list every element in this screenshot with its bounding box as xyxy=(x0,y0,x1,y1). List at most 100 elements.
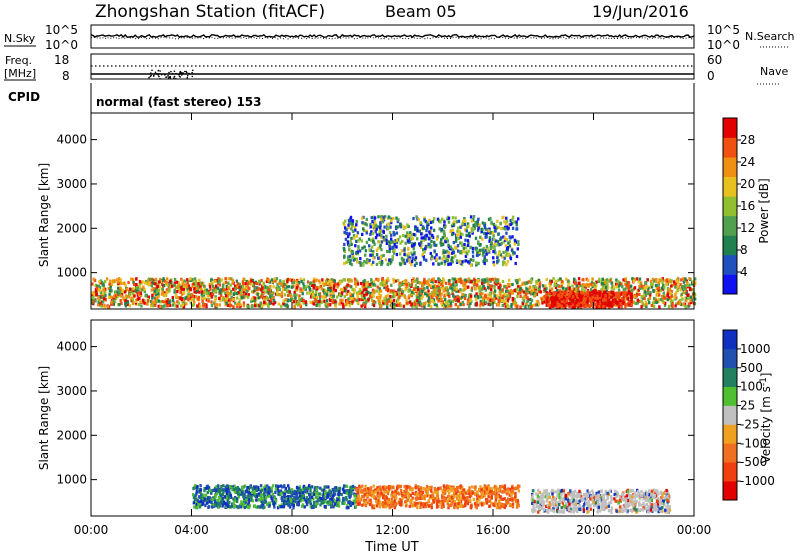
echo-cell xyxy=(214,288,218,292)
echo-cell xyxy=(629,296,632,300)
echo-cell xyxy=(419,289,422,293)
echo-cell xyxy=(572,292,575,296)
echo-cell xyxy=(345,506,348,510)
echo-cell xyxy=(394,239,397,243)
echo-cell xyxy=(477,217,480,221)
echo-cell xyxy=(214,503,217,507)
echo-cell xyxy=(207,291,210,295)
echo-cell xyxy=(126,301,129,305)
echo-cell xyxy=(468,259,471,264)
echo-cell xyxy=(101,295,104,300)
echo-cell xyxy=(193,505,196,509)
echo-cell xyxy=(229,292,233,296)
echo-cell xyxy=(165,290,168,294)
echo-cell xyxy=(493,294,496,298)
echo-cell xyxy=(250,299,253,303)
echo-cell xyxy=(309,485,312,490)
echo-cell xyxy=(430,254,434,258)
echo-cell xyxy=(386,277,390,281)
echo-cell xyxy=(435,257,438,261)
echo-cell xyxy=(629,289,633,293)
echo-cell xyxy=(398,235,402,239)
echo-cell xyxy=(479,295,483,299)
echo-cell xyxy=(272,302,275,306)
echo-cell xyxy=(370,262,373,266)
echo-cell xyxy=(620,305,623,309)
echo-cell xyxy=(419,296,422,300)
echo-cell xyxy=(255,505,258,509)
echo-cell xyxy=(255,498,258,502)
echo-cell xyxy=(694,281,697,285)
freq-dot xyxy=(184,70,186,73)
echo-cell xyxy=(491,277,495,281)
echo-cell xyxy=(250,495,253,500)
echo-cell xyxy=(159,277,162,281)
echo-cell xyxy=(488,227,491,231)
echo-cell xyxy=(264,500,268,504)
echo-cell xyxy=(457,277,461,282)
echo-cell xyxy=(435,253,438,257)
echo-cell xyxy=(332,294,335,298)
echo-cell xyxy=(320,488,324,492)
echo-cell xyxy=(332,505,335,509)
echo-cell xyxy=(398,286,401,290)
echo-cell xyxy=(151,300,154,304)
echo-cell xyxy=(119,278,122,282)
echo-cell xyxy=(406,239,410,243)
echo-cell xyxy=(386,298,389,302)
echo-cell xyxy=(428,293,431,297)
echo-cell xyxy=(257,498,260,502)
echo-cell xyxy=(313,490,316,494)
echo-cell xyxy=(345,260,348,264)
echo-cell xyxy=(445,255,448,259)
echo-cell xyxy=(454,280,458,284)
echo-cell xyxy=(527,304,530,308)
echo-cell xyxy=(612,287,616,291)
echo-cell xyxy=(504,304,507,308)
echo-cell xyxy=(415,215,418,219)
echo-cell xyxy=(208,284,212,289)
echo-cell xyxy=(442,277,445,281)
echo-cell xyxy=(304,300,308,304)
echo-cell xyxy=(455,289,458,293)
echo-cell xyxy=(583,301,586,305)
echo-cell xyxy=(515,254,519,259)
echo-cell xyxy=(650,279,653,283)
echo-cell xyxy=(668,278,671,282)
echo-cell xyxy=(529,281,533,285)
echo-cell xyxy=(287,277,290,282)
echo-cell xyxy=(234,301,237,305)
echo-cell xyxy=(301,491,305,495)
echo-cell xyxy=(433,302,437,307)
echo-cell xyxy=(634,301,637,305)
echo-cell xyxy=(306,291,309,295)
echo-cell xyxy=(473,294,477,298)
nave-right-tick-bottom: 0 xyxy=(707,69,715,83)
echo-cell xyxy=(440,297,443,301)
echo-cell xyxy=(483,255,486,259)
echo-cell xyxy=(484,294,487,299)
echo-cell xyxy=(328,489,331,494)
echo-cell xyxy=(657,286,661,290)
echo-cell xyxy=(433,249,436,253)
echo-cell xyxy=(208,282,211,286)
echo-cell xyxy=(251,486,254,490)
echo-cell xyxy=(195,492,198,496)
echo-cell xyxy=(367,282,370,286)
echo-cell xyxy=(395,238,399,242)
echo-cell xyxy=(355,280,358,284)
echo-cell xyxy=(395,245,398,249)
echo-cell xyxy=(223,501,226,505)
echo-cell xyxy=(364,249,368,253)
echo-cell xyxy=(195,503,198,507)
echo-cell xyxy=(317,286,320,290)
echo-cell xyxy=(644,304,648,308)
echo-cell xyxy=(553,296,556,300)
echo-cell xyxy=(253,286,256,290)
echo-cell xyxy=(455,283,458,287)
echo-cell xyxy=(451,288,455,292)
echo-cell xyxy=(218,283,222,287)
echo-cell xyxy=(525,296,528,300)
echo-cell xyxy=(488,292,492,296)
echo-cell xyxy=(284,501,287,505)
